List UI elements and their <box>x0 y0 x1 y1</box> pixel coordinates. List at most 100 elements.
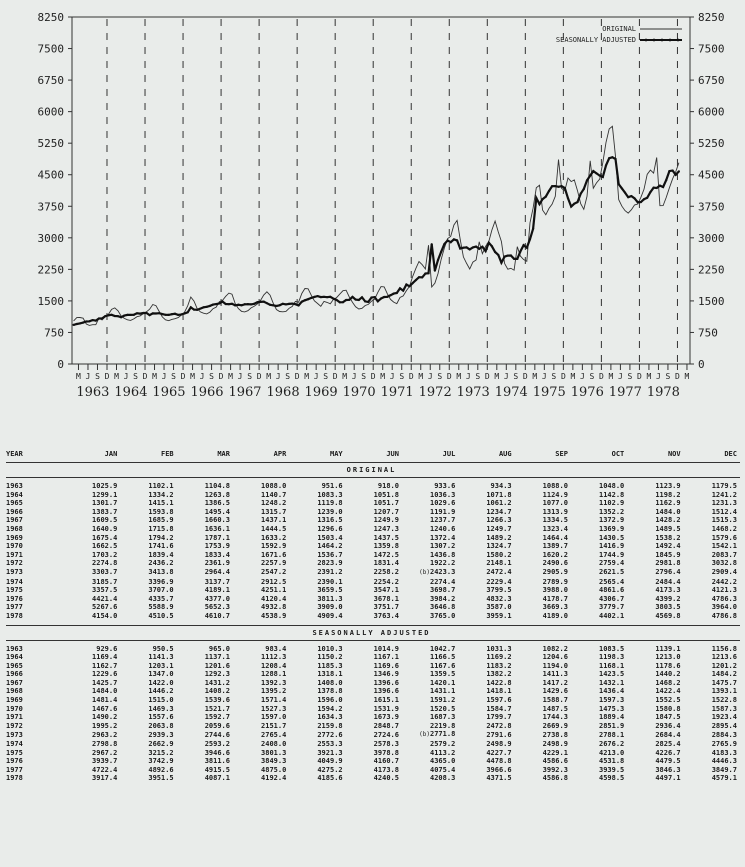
series-point-adjusted <box>532 227 535 230</box>
value-cell: 1359.5 <box>430 670 456 679</box>
series-point-adjusted <box>608 157 611 160</box>
series-point-adjusted <box>341 301 345 304</box>
value-cell: 4538.9 <box>261 611 287 620</box>
value-cell: 3779.7 <box>598 603 625 612</box>
value-cell: 2059.6 <box>204 721 230 730</box>
value-cell: 2823.9 <box>317 559 343 568</box>
value-cell: 4371.5 <box>486 774 512 783</box>
table-row: 1970 1467.6 1469.3 1521.7 1527.3 1594.2 1531.9… <box>6 705 740 714</box>
value-cell: 1234.7 <box>486 507 512 516</box>
month-tick-label: J <box>428 372 433 381</box>
value-cell: 3799.5 <box>486 586 512 595</box>
series-point-adjusted <box>367 300 370 304</box>
month-tick-label: S <box>171 372 176 381</box>
value-cell: 1323.4 <box>542 524 568 533</box>
value-cell: 2148.1 <box>486 559 512 568</box>
series-point-adjusted <box>116 315 120 318</box>
series-point-adjusted <box>332 297 335 300</box>
value-cell: 2909.4 <box>711 568 737 577</box>
series-point-adjusted <box>139 312 142 315</box>
value-cell: 1082.2 <box>542 644 568 653</box>
value-cell: 2981.8 <box>655 559 681 568</box>
value-cell: 1010.3 <box>317 644 343 653</box>
series-point-adjusted <box>611 156 614 159</box>
month-tick-label: S <box>513 372 518 381</box>
series-point-adjusted <box>528 238 532 241</box>
series-point-adjusted <box>104 314 107 318</box>
series-point-adjusted <box>316 294 319 298</box>
value-cell: 950.5 <box>152 644 174 653</box>
value-cell: 1481.4 <box>92 696 118 705</box>
series-point-adjusted <box>646 196 649 199</box>
table-row: 1971 1703.2 1839.4 1833.4 1671.6 1536.7 1472.5… <box>6 551 740 560</box>
value-cell: 1522.8 <box>711 696 737 705</box>
value-cell: 1799.7 <box>486 713 512 722</box>
value-cell: 1492.4 <box>655 542 681 551</box>
value-cell: 1741.6 <box>148 542 174 551</box>
series-point-adjusted <box>253 302 256 305</box>
value-cell: 3357.5 <box>92 586 118 595</box>
value-cell: 1162.7 <box>92 661 118 670</box>
value-cell: 1229.6 <box>92 670 118 679</box>
value-cell: 1208.4 <box>261 661 287 670</box>
month-tick-label: S <box>285 372 290 381</box>
value-cell: 1584.7 <box>486 704 512 713</box>
value-cell: 2772.6 <box>317 730 343 739</box>
series-point-adjusted <box>129 313 132 317</box>
value-cell: 1597.0 <box>261 713 287 722</box>
value-cell: 1140.7 <box>261 490 287 499</box>
value-cell: 2848.7 <box>373 721 399 730</box>
value-cell: 3909.0 <box>317 603 343 612</box>
value-cell: 1594.2 <box>317 704 343 713</box>
value-cell: 1484.0 <box>92 687 118 696</box>
series-point-adjusted <box>402 289 405 292</box>
column-header: NOV <box>627 446 684 463</box>
value-cell: 4892.6 <box>148 765 174 774</box>
value-cell: 1248.2 <box>261 499 287 508</box>
value-cell: 1671.6 <box>261 550 287 559</box>
value-cell: 4377.0 <box>204 594 230 603</box>
value-cell: 4579.1 <box>711 774 737 783</box>
value-cell: 1372.9 <box>598 516 625 525</box>
series-point-adjusted <box>554 185 557 188</box>
series-point-adjusted <box>215 303 218 306</box>
series-point-adjusted <box>221 300 224 303</box>
month-tick-label: M <box>76 372 81 381</box>
table-row: 1976 4421.4 4335.7 4377.0 4120.4 3811.3 3678.1… <box>6 595 740 604</box>
value-cell: 1408.2 <box>204 687 230 696</box>
y-tick-label-left: 750 <box>44 326 64 339</box>
legend-marker <box>644 38 648 42</box>
year-label: 1963 <box>76 385 109 400</box>
value-cell: 4306.7 <box>598 594 625 603</box>
value-cell: 1347.0 <box>148 670 174 679</box>
series-point-adjusted <box>224 302 227 306</box>
table-row: 1963 929.6 950.5 965.0 983.4 1010.3 1014.9 1042… <box>6 645 740 654</box>
value-cell: 4569.8 <box>655 611 681 620</box>
year-label: 1969 <box>305 385 338 400</box>
value-cell: 1685.9 <box>148 516 174 525</box>
month-tick-label: S <box>133 372 138 381</box>
legend: ORIGINAL SEASONALLY ADJUSTED <box>556 25 682 44</box>
value-cell: 4160.7 <box>373 757 399 766</box>
value-cell: 1484.0 <box>655 507 681 516</box>
month-tick-label: S <box>551 372 556 381</box>
series-point-adjusted <box>427 272 430 275</box>
y-tick-label-left: 6000 <box>38 106 65 119</box>
month-tick-label: J <box>656 372 661 381</box>
value-cell: 1198.2 <box>655 490 681 499</box>
value-cell: 1995.2 <box>92 721 118 730</box>
value-cell: 1288.1 <box>261 670 287 679</box>
table-row: 1966 1383.7 1593.8 1495.4 1315.7 1239.0 1207.7… <box>6 508 740 517</box>
value-cell: 3846.3 <box>655 765 681 774</box>
value-cell: 2963.2 <box>92 730 118 739</box>
table-row: 1977 4722.4 4892.6 4915.5 4875.0 4275.2 4173.8… <box>6 766 740 775</box>
series-point-adjusted <box>259 300 262 304</box>
series-point-adjusted <box>411 282 414 285</box>
month-tick-label: M <box>647 372 652 381</box>
value-cell: 1292.3 <box>204 670 230 679</box>
value-cell: 3215.2 <box>148 748 174 757</box>
value-cell: 2825.4 <box>655 740 681 749</box>
value-cell: 2408.0 <box>261 740 287 749</box>
year-label: 1964 <box>114 385 147 400</box>
value-cell: 1239.0 <box>317 507 343 516</box>
